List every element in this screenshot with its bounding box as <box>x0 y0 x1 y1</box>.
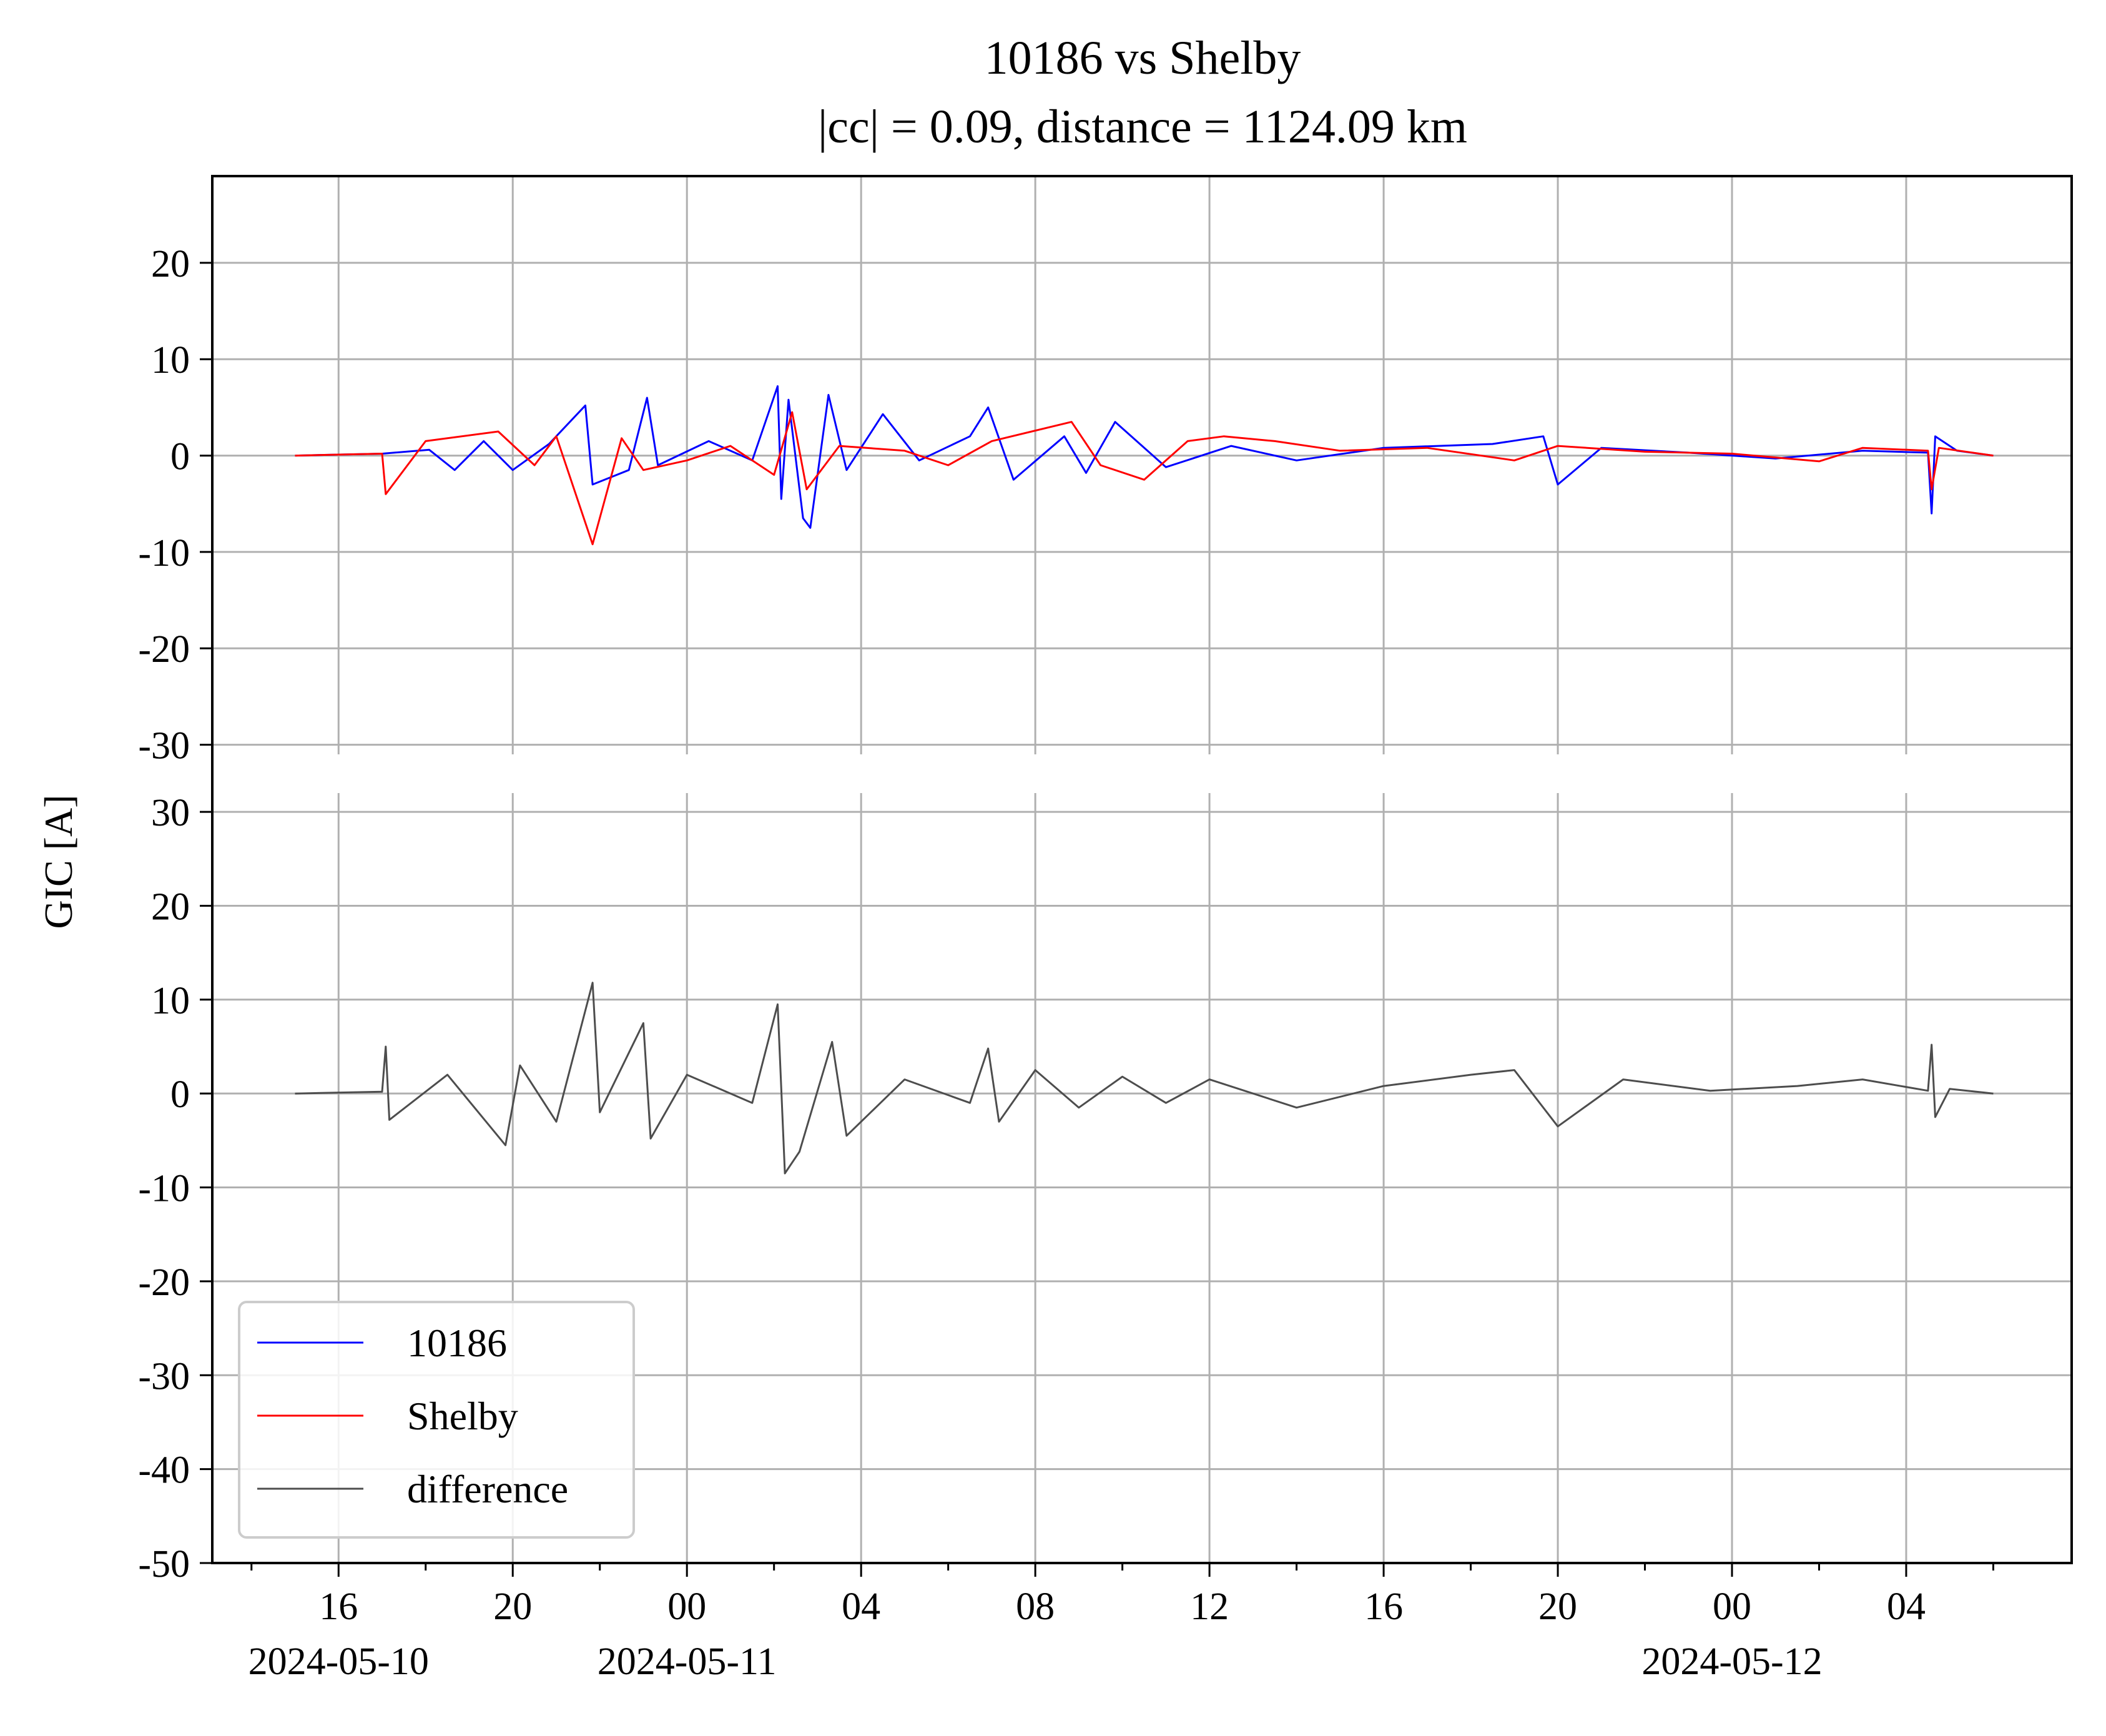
top-y-tick-label: 10 <box>151 339 190 382</box>
series-line-10186 <box>295 385 1994 529</box>
x-date-label: 2024-05-10 <box>248 1640 429 1683</box>
chart-title: 10186 vs Shelby <box>985 32 1301 84</box>
bottom-y-tick-label: 30 <box>151 792 190 834</box>
legend-label-10186: 10186 <box>407 1321 507 1365</box>
x-tick-label: 00 <box>667 1586 706 1628</box>
series-line-difference <box>295 982 1994 1175</box>
legend-label-difference: difference <box>407 1467 568 1511</box>
legend: 10186 Shelby difference <box>238 1301 635 1539</box>
x-tick-label: 20 <box>1538 1586 1577 1628</box>
y-axis-label: GIC [A] <box>36 794 81 929</box>
bottom-y-tick-label: 20 <box>151 885 190 928</box>
bottom-y-tick-label: -40 <box>138 1449 190 1492</box>
x-tick-label: 12 <box>1190 1586 1229 1628</box>
plot-frame <box>211 175 2073 1564</box>
axes-frame <box>211 175 2073 1564</box>
x-date-label: 2024-05-12 <box>1641 1640 1822 1683</box>
legend-box <box>238 1301 635 1539</box>
x-tick-label: 20 <box>493 1586 532 1628</box>
top-y-tick-label: -30 <box>138 725 190 767</box>
x-tick-label: 04 <box>842 1586 880 1628</box>
series-line-shelby <box>295 411 1994 546</box>
x-tick-label: 04 <box>1887 1586 1926 1628</box>
x-axis: 16 20 00 04 08 12 16 20 00 04 2024-05-10 2024-05-11… <box>248 1563 1994 1683</box>
bottom-y-tick-label: 0 <box>170 1073 190 1116</box>
top-panel: -30 -20 -10 0 10 20 <box>138 176 2072 767</box>
top-y-tick-label: 0 <box>170 436 190 478</box>
top-y-tick-label: -20 <box>138 628 190 671</box>
x-tick-label: 08 <box>1016 1586 1055 1628</box>
top-y-tick-label: 20 <box>151 243 190 285</box>
bottom-y-tick-label: -50 <box>138 1543 190 1586</box>
x-tick-label: 16 <box>1364 1586 1403 1628</box>
x-tick-label: 16 <box>319 1586 358 1628</box>
top-y-tick-label: -10 <box>138 532 190 575</box>
x-date-label: 2024-05-11 <box>598 1640 777 1683</box>
bottom-y-tick-label: -30 <box>138 1355 190 1398</box>
legend-label-shelby: Shelby <box>407 1394 518 1438</box>
chart-subtitle: |cc| = 0.09, distance = 1124.09 km <box>818 101 1467 153</box>
x-tick-label: 00 <box>1713 1586 1751 1628</box>
bottom-y-tick-label: -10 <box>138 1168 190 1210</box>
bottom-y-tick-label: -20 <box>138 1261 190 1304</box>
bottom-y-tick-label: 10 <box>151 980 190 1022</box>
